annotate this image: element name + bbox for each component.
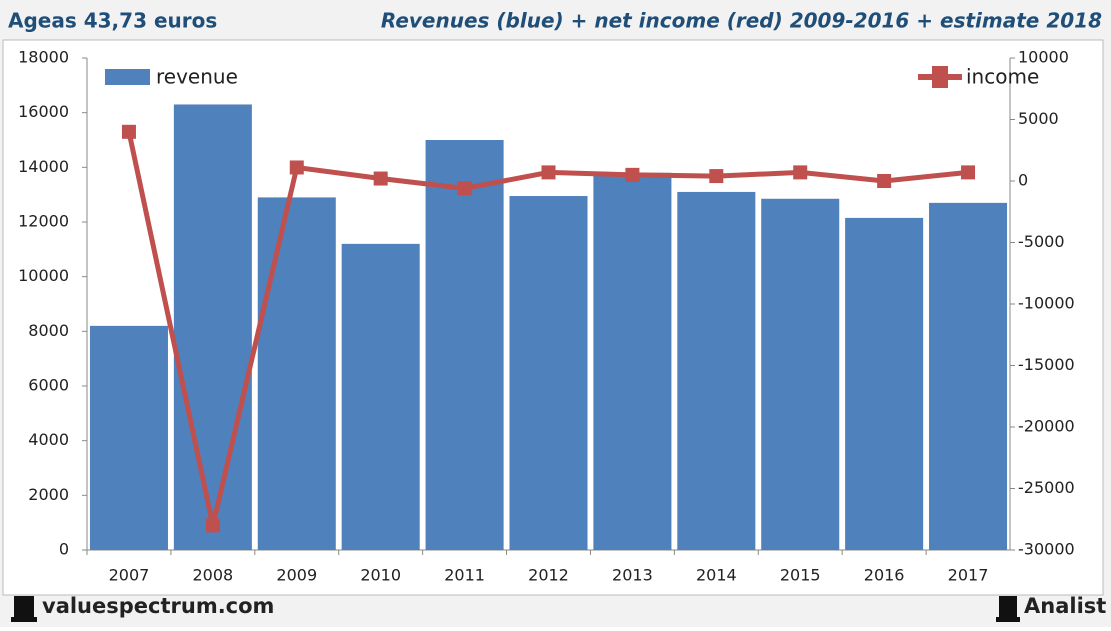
- x-tick-label: 2014: [696, 566, 737, 585]
- footer-icon: [996, 596, 1020, 622]
- bar: [593, 172, 672, 551]
- y2-tick-label: -30000: [1018, 540, 1075, 559]
- y-tick-label: 12000: [18, 212, 69, 231]
- y-tick-label: 2000: [28, 485, 69, 504]
- chart-title: Revenues (blue) + net income (red) 2009-…: [381, 9, 1102, 33]
- chart-subtitle: Ageas 43,73 euros: [8, 9, 217, 33]
- bar: [257, 197, 336, 550]
- y-tick-label: 10000: [18, 266, 69, 285]
- footer-icon: [11, 596, 37, 622]
- marker: [205, 518, 220, 533]
- bar: [761, 198, 840, 550]
- legend-label: revenue: [156, 65, 238, 89]
- legend-swatch: [105, 69, 150, 85]
- marker: [289, 160, 304, 175]
- marker: [541, 165, 556, 180]
- y2-tick-label: -20000: [1018, 417, 1075, 436]
- bar: [89, 325, 168, 550]
- legend-label: income: [966, 65, 1039, 89]
- y-tick-label: 6000: [28, 376, 69, 395]
- y2-tick-label: 0: [1018, 171, 1028, 190]
- bar: [173, 104, 252, 550]
- y-tick-label: 8000: [28, 321, 69, 340]
- y2-tick-label: -15000: [1018, 355, 1075, 374]
- x-tick-label: 2010: [360, 566, 401, 585]
- y-tick-label: 4000: [28, 430, 69, 449]
- x-tick-label: 2017: [948, 566, 989, 585]
- y-tick-label: 18000: [18, 48, 69, 67]
- y-tick-label: 14000: [18, 157, 69, 176]
- marker: [961, 165, 976, 180]
- x-tick-label: 2012: [528, 566, 569, 585]
- footer-site: valuespectrum.com: [42, 594, 274, 618]
- marker: [373, 171, 388, 186]
- y2-tick-label: 10000: [1018, 48, 1069, 67]
- y2-tick-label: -25000: [1018, 478, 1075, 497]
- bar: [509, 196, 588, 551]
- bar: [425, 140, 504, 550]
- marker: [625, 167, 640, 182]
- y2-tick-label: -5000: [1018, 232, 1065, 251]
- x-tick-label: 2011: [444, 566, 485, 585]
- bar: [341, 243, 420, 550]
- y-tick-label: 0: [59, 540, 69, 559]
- x-tick-label: 2015: [780, 566, 821, 585]
- x-tick-label: 2009: [276, 566, 317, 585]
- legend-marker: [932, 66, 948, 88]
- bar: [845, 217, 924, 550]
- x-tick-label: 2016: [864, 566, 905, 585]
- footer-brand: Analist: [1024, 594, 1106, 618]
- marker: [793, 165, 808, 180]
- x-tick-label: 2007: [109, 566, 150, 585]
- marker: [121, 124, 136, 139]
- x-tick-label: 2008: [193, 566, 234, 585]
- bar: [929, 202, 1008, 550]
- marker: [877, 174, 892, 188]
- x-tick-label: 2013: [612, 566, 653, 585]
- marker: [457, 181, 472, 196]
- marker: [709, 169, 724, 184]
- y2-tick-label: 5000: [1018, 109, 1059, 128]
- bar: [677, 191, 756, 550]
- y2-tick-label: -10000: [1018, 294, 1075, 313]
- y-tick-label: 16000: [18, 102, 69, 121]
